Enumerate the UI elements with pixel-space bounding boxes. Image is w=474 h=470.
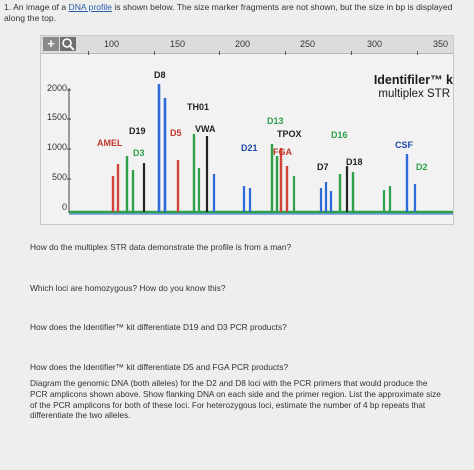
bp-label-200: 200: [235, 39, 251, 49]
kit-title: Identifiler™ k: [373, 73, 453, 87]
bp-tick: [154, 51, 155, 55]
locus-amel: AMEL: [97, 138, 123, 148]
locus-vwa: VWA: [195, 124, 216, 134]
bp-label-100: 100: [104, 39, 120, 49]
str-profile-image: + 100 150 200 250 300 350 2000 1500 1000…: [40, 35, 454, 225]
locus-d8: D8: [154, 70, 166, 80]
locus-d5: D5: [170, 128, 182, 138]
question-homozygous: Which loci are homozygous? How do you kn…: [30, 283, 226, 293]
bp-label-150: 150: [170, 39, 186, 49]
question-diagram: Diagram the genomic DNA (both alleles) f…: [30, 378, 441, 421]
y-label-1000: 1000: [46, 142, 67, 152]
locus-d18: D18: [346, 157, 363, 167]
kit-subtitle: multiplex STR: [378, 88, 450, 100]
question-male: How do the multiplex STR data demonstrat…: [30, 242, 292, 252]
locus-d21: D21: [241, 143, 258, 153]
zoom-in-icon[interactable]: +: [43, 37, 59, 51]
bp-label-250: 250: [300, 39, 316, 49]
locus-tpox: TPOX: [277, 129, 302, 139]
bp-tick: [88, 51, 89, 55]
locus-d19: D19: [129, 126, 146, 136]
y-label-500: 500: [51, 172, 67, 182]
y-label-2000: 2000: [46, 83, 67, 93]
locus-d13: D13: [267, 116, 284, 126]
locus-d7: D7: [317, 162, 329, 172]
bp-toolbar: + 100 150 200 250 300 350: [41, 36, 453, 55]
bp-tick: [417, 51, 418, 55]
y-label-1500: 1500: [46, 112, 67, 122]
dna-profile-link[interactable]: DNA profile: [68, 2, 112, 12]
bp-tick: [351, 51, 352, 55]
question-d5-fga: How does the Identifier™ kit differentia…: [30, 362, 289, 372]
locus-d16: D16: [331, 130, 348, 140]
y-label-0: 0: [61, 202, 67, 212]
magnifier-icon[interactable]: [60, 37, 76, 51]
locus-d3: D3: [133, 148, 145, 158]
electropherogram: [67, 84, 453, 215]
bp-label-350: 350: [433, 39, 449, 49]
locus-csf: CSF: [395, 140, 413, 150]
bp-tick: [219, 51, 220, 55]
question-intro: 1. An image of a DNA profile is shown be…: [4, 2, 453, 23]
locus-d2: D2: [416, 162, 428, 172]
bp-tick: [285, 51, 286, 55]
locus-fga: FGA: [273, 147, 292, 157]
locus-th01: TH01: [187, 102, 210, 112]
bp-label-300: 300: [367, 39, 383, 49]
question-d19-d3: How does the Identifier™ kit differentia…: [30, 322, 287, 332]
peaks: [111, 84, 417, 212]
